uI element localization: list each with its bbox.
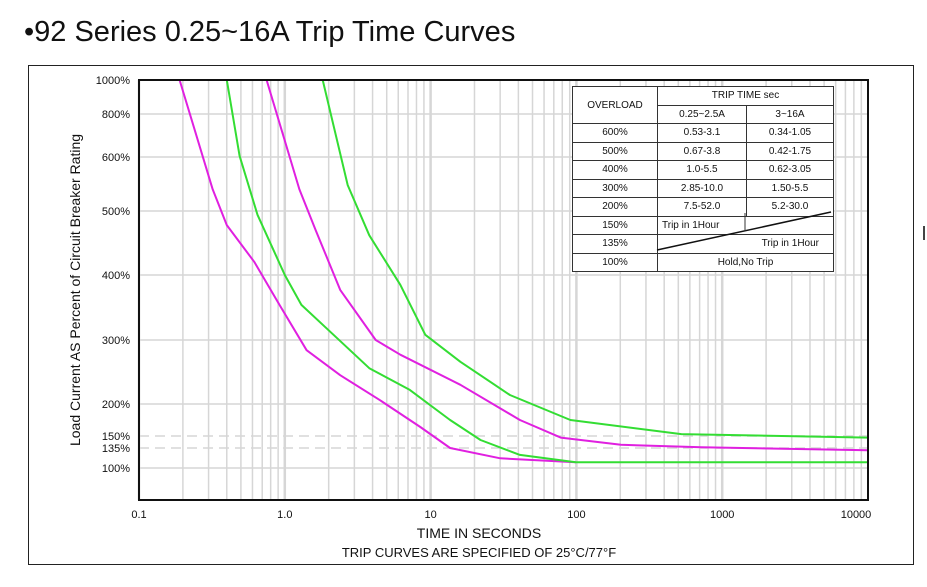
table-row: 600% 0.53-3.1 0.34-1.05	[572, 123, 834, 143]
trip-high-cell: 5.2-30.0	[746, 197, 834, 217]
trip-curve-3	[265, 79, 869, 452]
col-header-low: 0.25~2.5A	[657, 104, 747, 124]
x-axis-label: TIME IN SECONDS	[417, 525, 541, 541]
trip-time-table: OVERLOAD TRIP TIME sec 0.25~2.5A 3~16A 6…	[572, 86, 834, 272]
y-tick-label: 1000%	[96, 75, 130, 87]
trip-high-cell: 1.50-5.5	[746, 178, 834, 198]
trip-high-cell: 0.42-1.75	[746, 141, 834, 161]
trip-curve-4	[321, 79, 869, 439]
row-135-label: 135%	[572, 234, 658, 254]
y-tick-label: 500%	[102, 206, 130, 218]
x-tick-label: 1000	[710, 509, 734, 521]
y-tick-label: 600%	[102, 152, 130, 164]
tick-labels: 1000%800%600%500%400%300%200%150%135%100…	[96, 75, 872, 521]
row-150-text: Trip in 1Hour	[662, 219, 720, 231]
trip-curve-2	[225, 79, 868, 464]
x-tick-label: 1.0	[277, 509, 292, 521]
overload-cell: 400%	[572, 160, 658, 180]
y-tick-label: 150%	[102, 431, 130, 443]
table-row: 300% 2.85-10.0 1.50-5.5	[572, 178, 834, 198]
curves	[178, 79, 869, 464]
x-tick-label: 10	[424, 509, 436, 521]
y-tick-label: 200%	[102, 399, 130, 411]
row-135-text: Trip in 1Hour	[761, 238, 819, 250]
overload-cell: 500%	[572, 141, 658, 161]
y-tick-label: 300%	[102, 335, 130, 347]
x-tick-label: 10000	[841, 509, 872, 521]
row-150-label: 150%	[572, 215, 658, 235]
trip-low-cell: 0.53-3.1	[657, 123, 747, 143]
table-row: 200% 7.5-52.0 5.2-30.0	[572, 197, 834, 217]
trip-high-cell: 0.62-3.05	[746, 160, 834, 180]
row-100-text: Hold,No Trip	[657, 252, 834, 272]
y-tick-label: 400%	[102, 270, 130, 282]
trip-low-cell: 0.67-3.8	[657, 141, 747, 161]
trip-time-header: TRIP TIME sec	[657, 86, 834, 106]
y-tick-label: 800%	[102, 109, 130, 121]
overload-header: OVERLOAD	[572, 86, 658, 124]
y-axis-label: Load Current AS Percent of Circuit Break…	[67, 134, 83, 446]
trip-curve-1	[178, 79, 576, 464]
text-cursor-mark	[923, 226, 925, 240]
overload-cell: 300%	[572, 178, 658, 198]
plot-border	[138, 79, 869, 501]
overload-cell: 200%	[572, 197, 658, 217]
x-axis-note: TRIP CURVES ARE SPECIFIED OF 25°C/77°F	[342, 545, 616, 560]
y-tick-label: 135%	[102, 443, 130, 455]
overload-cell: 600%	[572, 123, 658, 143]
trip-low-cell: 7.5-52.0	[657, 197, 747, 217]
trip-low-cell: 1.0-5.5	[657, 160, 747, 180]
trip-low-cell: 2.85-10.0	[657, 178, 747, 198]
chart-frame	[28, 65, 914, 565]
x-tick-label: 0.1	[131, 509, 146, 521]
page-title: •92 Series 0.25~16A Trip Time Curves	[24, 16, 516, 48]
x-tick-label: 100	[567, 509, 585, 521]
trip-high-cell: 0.34-1.05	[746, 123, 834, 143]
y-tick-label: 100%	[102, 463, 130, 475]
table-row: 500% 0.67-3.8 0.42-1.75	[572, 141, 834, 161]
col-header-high: 3~16A	[746, 104, 834, 124]
row-100-label: 100%	[572, 252, 658, 272]
table-row: 400% 1.0-5.5 0.62-3.05	[572, 160, 834, 180]
